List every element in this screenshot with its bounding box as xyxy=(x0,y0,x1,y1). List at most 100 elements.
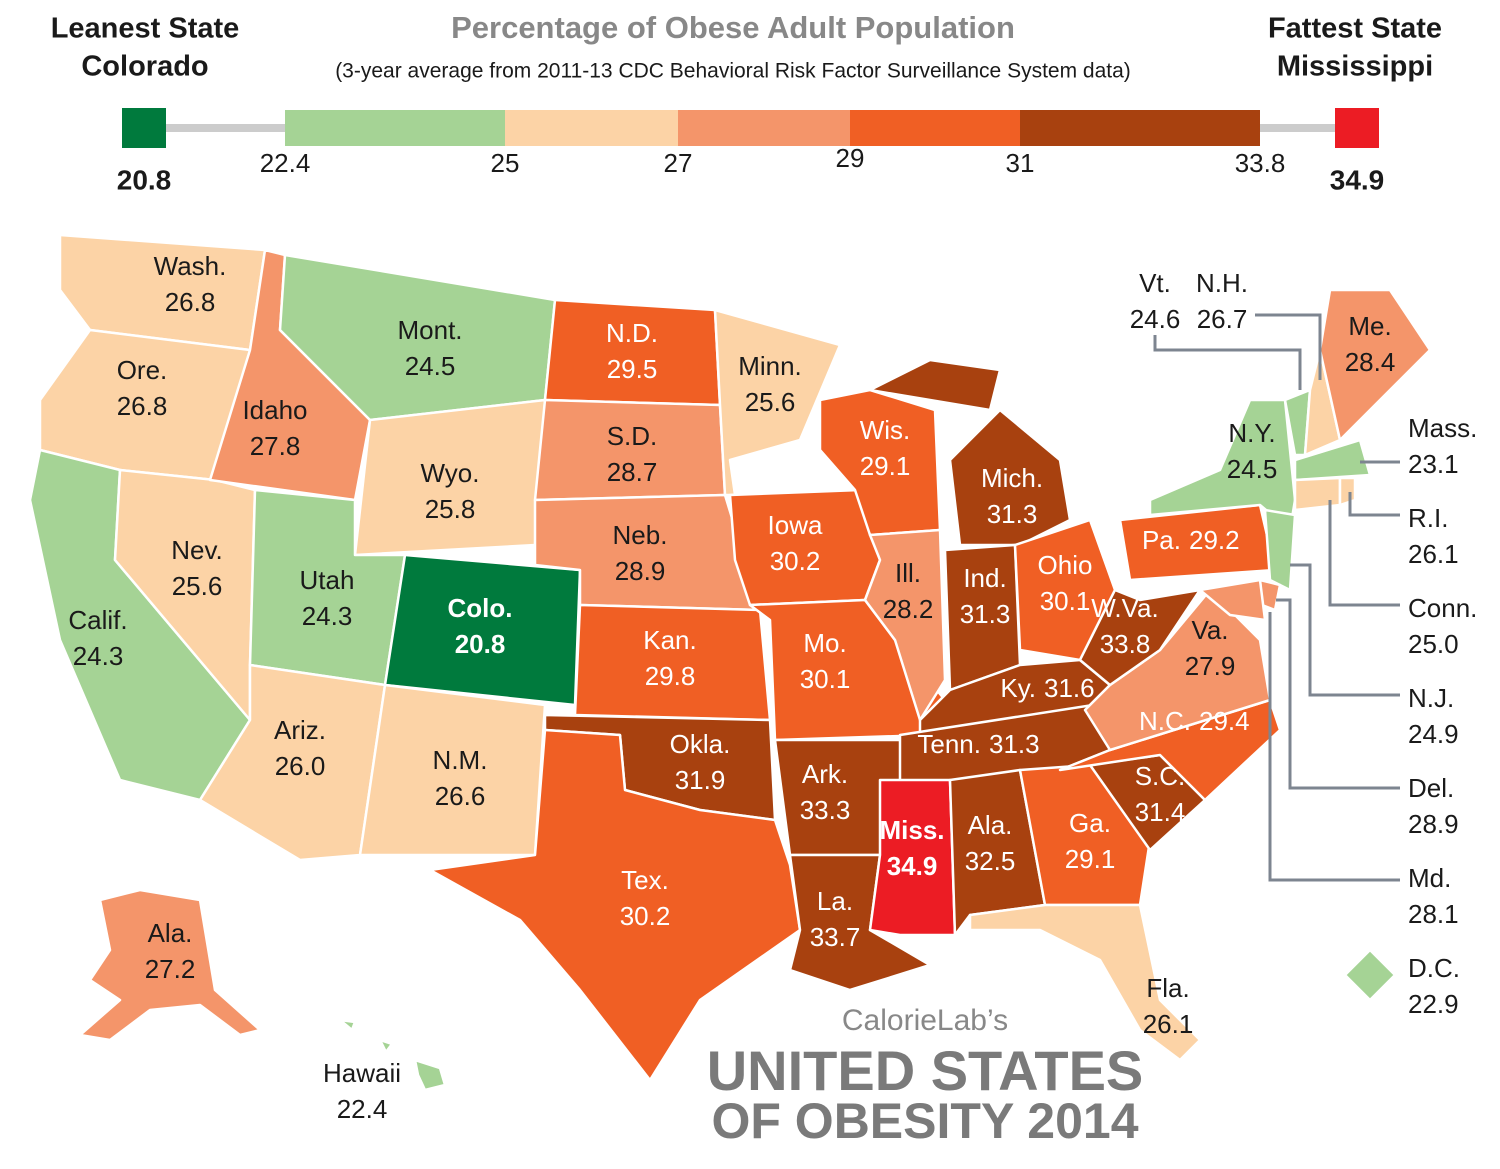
state-value: 29.2 xyxy=(1189,525,1240,555)
state-value: 26.8 xyxy=(117,391,168,421)
subtitle: (3-year average from 2011-13 CDC Behavio… xyxy=(335,60,1131,83)
leader-line xyxy=(1276,598,1400,790)
legend-bin xyxy=(850,110,1020,146)
state-name: Neb. xyxy=(613,520,668,550)
leader-line xyxy=(1290,563,1400,697)
state-name: Del. xyxy=(1408,773,1454,803)
state-name: Calif. xyxy=(68,605,127,635)
state-value: 20.8 xyxy=(455,629,506,659)
leanest-swatch xyxy=(122,108,166,148)
state-shape xyxy=(338,1018,447,1092)
state-name: Colo. xyxy=(448,593,513,623)
state-name: Tex. xyxy=(621,865,669,895)
state-value: 29.8 xyxy=(645,661,696,691)
state-value: 28.7 xyxy=(607,457,658,487)
state-shape xyxy=(1338,476,1357,507)
state-value: 22.9 xyxy=(1408,989,1459,1019)
legend-bin xyxy=(505,110,678,146)
legend-bin xyxy=(1020,110,1260,146)
state-value: 32.5 xyxy=(965,846,1016,876)
state-value: 26.7 xyxy=(1197,304,1248,334)
state-name: Minn. xyxy=(738,351,802,381)
state-name: Conn. xyxy=(1408,593,1477,623)
state-value: 24.6 xyxy=(1130,304,1181,334)
state-name: Okla. xyxy=(670,729,731,759)
state-value: 31.3 xyxy=(987,499,1038,529)
state-name: Va. xyxy=(1191,615,1228,645)
state-name: Pa. xyxy=(1142,525,1181,555)
state-value: 26.1 xyxy=(1408,539,1459,569)
state-name: La. xyxy=(817,886,853,916)
state-name: Ariz. xyxy=(274,715,326,745)
state-name: Tenn. xyxy=(917,729,981,759)
state-name: N.C. xyxy=(1139,706,1191,736)
leader-line xyxy=(1348,492,1400,517)
state-name: Wash. xyxy=(154,251,227,281)
state-value: 25.6 xyxy=(745,387,796,417)
state-shape xyxy=(1343,948,1397,1002)
state-shape xyxy=(1198,578,1267,622)
state-name: Ga. xyxy=(1069,808,1111,838)
state-name: N.J. xyxy=(1408,683,1454,713)
state-shape xyxy=(1263,508,1297,592)
state-value: 27.8 xyxy=(250,431,301,461)
state-shape xyxy=(1318,288,1432,442)
legend-break: 27 xyxy=(664,148,693,178)
state-name: Mont. xyxy=(397,315,462,345)
credit-line1: UNITED STATES xyxy=(707,1039,1144,1102)
state-name: N.M. xyxy=(433,745,488,775)
state-shape xyxy=(968,903,1202,1062)
state-shape xyxy=(1293,438,1372,482)
leader-line xyxy=(1268,612,1400,882)
state-name: S.C. xyxy=(1135,761,1186,791)
state-value: 26.6 xyxy=(435,781,486,811)
state-value: 31.3 xyxy=(989,729,1040,759)
state-name: W.Va. xyxy=(1091,593,1158,623)
credit-brand: CalorieLab’s xyxy=(842,1004,1008,1037)
state-name: Ky. xyxy=(1000,673,1036,703)
state-value: 33.8 xyxy=(1100,629,1151,659)
state-value: 29.5 xyxy=(607,354,658,384)
fattest-value: 34.9 xyxy=(1330,164,1385,195)
state-shape xyxy=(428,728,802,1082)
state-value: 30.2 xyxy=(770,546,821,576)
state-name: Utah xyxy=(300,565,355,595)
state-shape xyxy=(713,308,842,497)
state-name: Mass. xyxy=(1408,413,1477,443)
leanest-label: Leanest State xyxy=(51,13,240,45)
state-name: Md. xyxy=(1408,863,1451,893)
state-name: Vt. xyxy=(1139,268,1171,298)
state-value: 27.2 xyxy=(145,954,196,984)
state-name: Ala. xyxy=(148,918,193,948)
legend: 22.4 25 27 29 31 33.8 xyxy=(260,110,1285,178)
leanest-value: 20.8 xyxy=(117,164,172,195)
state-value: 22.4 xyxy=(337,1094,388,1124)
state-name: Mo. xyxy=(803,628,846,658)
state-value: 24.5 xyxy=(405,351,456,381)
state-value: 27.9 xyxy=(1185,651,1236,681)
leader-line xyxy=(1328,500,1400,607)
state-name: Ark. xyxy=(802,759,848,789)
leader-line xyxy=(1153,335,1302,390)
state-shape xyxy=(863,528,947,722)
state-name: Ill. xyxy=(895,558,921,588)
state-value: 26.0 xyxy=(275,751,326,781)
state-name: N.Y. xyxy=(1228,418,1275,448)
state-name: Miss. xyxy=(879,815,944,845)
states xyxy=(28,233,1432,1092)
state-value: 23.1 xyxy=(1408,449,1459,479)
state-value: 30.2 xyxy=(620,901,671,931)
state-value: 34.9 xyxy=(887,851,938,881)
state-name: Me. xyxy=(1348,311,1391,341)
state-value: 24.9 xyxy=(1408,719,1459,749)
legend-bin xyxy=(285,110,505,146)
fattest-label: Fattest State xyxy=(1268,13,1442,45)
state-name: N.D. xyxy=(606,318,658,348)
state-value: 25.8 xyxy=(425,494,476,524)
state-value: 29.1 xyxy=(1065,844,1116,874)
state-name: N.H. xyxy=(1196,268,1248,298)
state-value: 29.1 xyxy=(860,451,911,481)
state-name: Fla. xyxy=(1146,973,1189,1003)
state-value: 24.3 xyxy=(302,601,353,631)
legend-break: 25 xyxy=(491,148,520,178)
